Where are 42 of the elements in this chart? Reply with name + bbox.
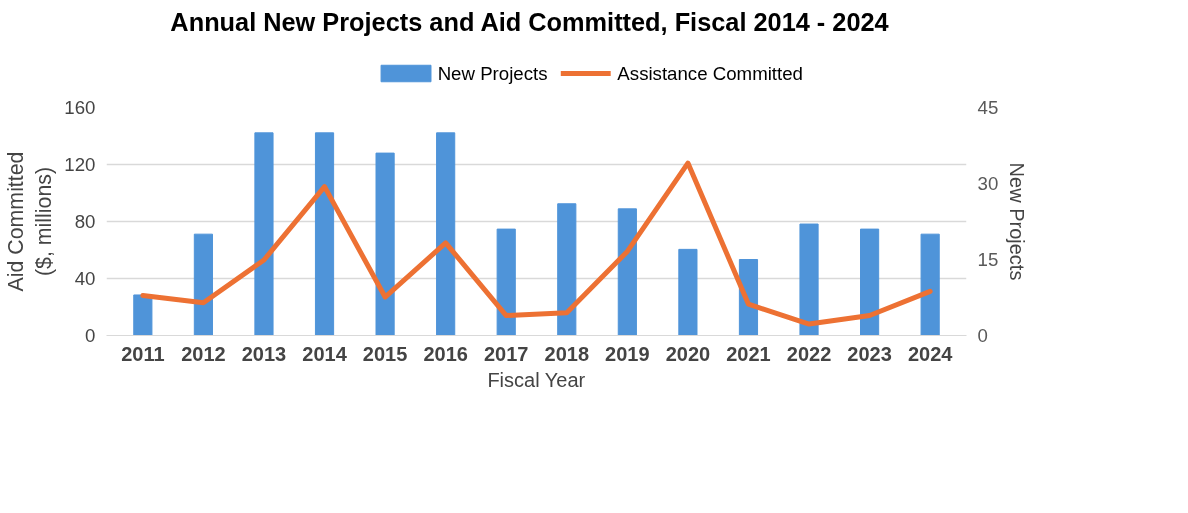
x-tick-label: 2013 <box>241 342 287 365</box>
x-tick-label: 2024 <box>907 342 954 365</box>
x-tick-label: 2015 <box>362 342 408 365</box>
bar <box>254 132 274 336</box>
y2-axis-title: New Projects <box>1006 162 1029 281</box>
bar <box>496 228 516 336</box>
y-tick-label: 40 <box>74 268 96 289</box>
x-tick-label: 2018 <box>544 342 590 365</box>
chart-title: Annual New Projects and Aid Committed, Fiscal 2014 - 2024 <box>170 7 889 36</box>
bar <box>799 223 819 336</box>
x-tick-label: 2019 <box>605 342 650 365</box>
bar <box>436 132 456 336</box>
legend-label: New Projects <box>437 63 548 84</box>
x-tick-label: 2016 <box>423 342 468 365</box>
bar <box>557 203 577 336</box>
y-tick-label: 80 <box>74 211 96 232</box>
x-tick-label: 2020 <box>665 342 711 365</box>
bar <box>860 228 880 336</box>
legend-label: Assistance Committed <box>617 63 803 84</box>
y2-tick-label: 30 <box>977 173 999 194</box>
x-tick-label: 2014 <box>302 342 348 365</box>
x-axis-title: Fiscal Year <box>487 368 586 391</box>
y-tick-label: 160 <box>64 97 96 118</box>
y-tick-label: 0 <box>85 325 96 346</box>
bar <box>375 152 395 336</box>
bar <box>617 208 637 336</box>
y2-tick-label: 45 <box>977 97 999 118</box>
x-tick-label: 2023 <box>847 342 892 365</box>
bar <box>193 233 213 336</box>
y2-tick-label: 15 <box>977 249 999 270</box>
y2-tick-label: 0 <box>977 325 988 346</box>
bar <box>314 132 335 336</box>
x-tick-label: 2021 <box>726 342 771 365</box>
x-tick-label: 2017 <box>483 342 529 365</box>
y-tick-label: 120 <box>64 154 96 175</box>
bar <box>920 233 940 336</box>
x-tick-label: 2022 <box>786 342 832 365</box>
x-tick-label: 2012 <box>181 342 226 365</box>
bar <box>133 294 153 336</box>
x-tick-label: 2011 <box>121 342 165 365</box>
y-axis-title: Aid Committed ($, millions) <box>3 151 57 292</box>
bar <box>678 248 698 336</box>
